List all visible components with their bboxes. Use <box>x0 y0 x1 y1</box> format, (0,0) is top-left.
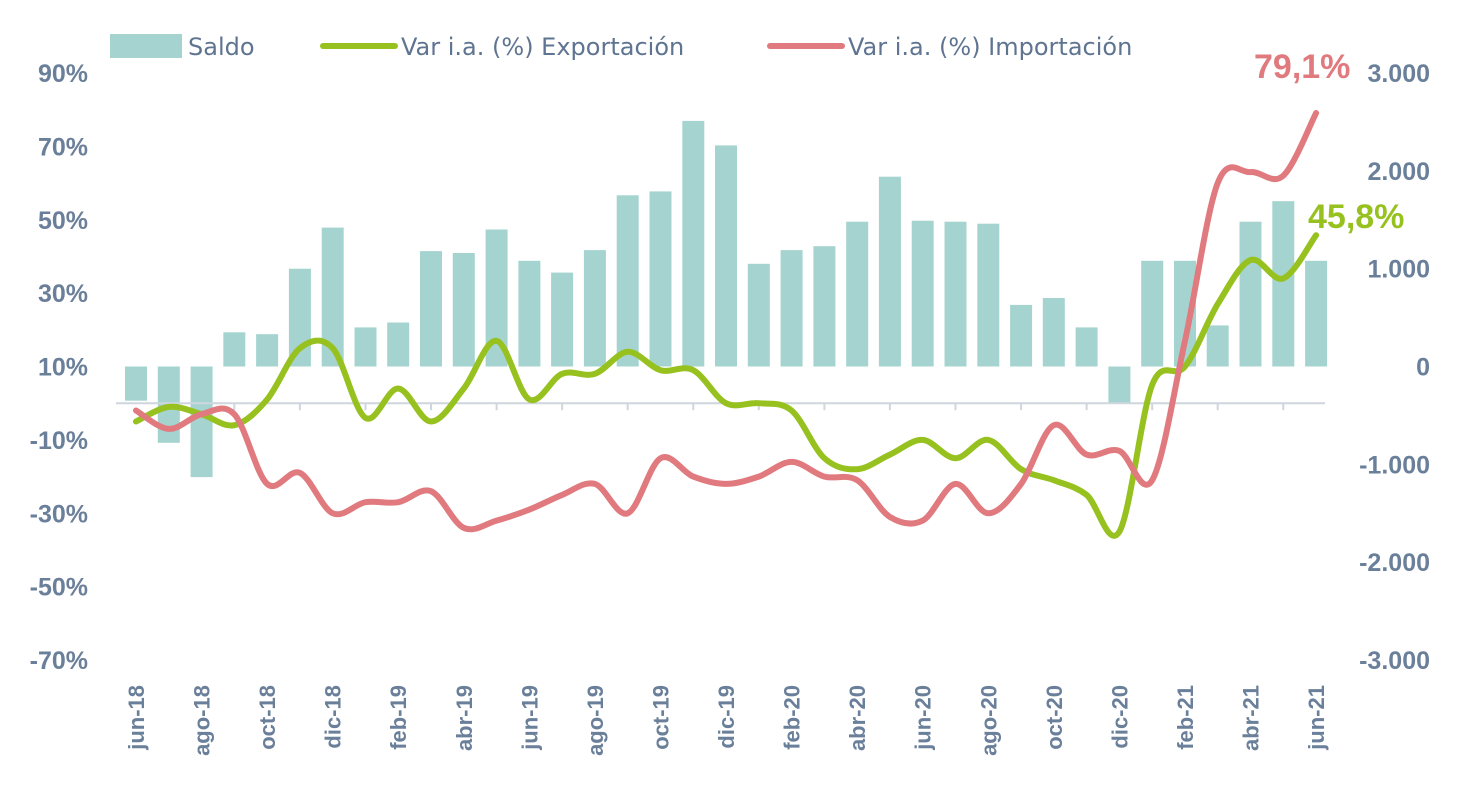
y-left-tick-label: 50% <box>38 207 88 235</box>
bar-saldo <box>715 145 737 367</box>
x-tick-label: jun-20 <box>911 685 936 751</box>
bar-saldo <box>190 366 213 478</box>
bar-saldo <box>1239 221 1262 367</box>
y-left-tick-label: -30% <box>30 500 88 528</box>
line-import <box>133 110 1320 533</box>
x-tick-label: abr-19 <box>452 685 477 751</box>
y-right-tick-label: 3.000 <box>1367 60 1430 88</box>
bar-saldo <box>1010 304 1033 367</box>
legend-swatch-saldo <box>110 34 182 58</box>
bar-saldo <box>649 191 672 367</box>
x-tick-label: oct-19 <box>649 685 674 750</box>
y-left-tick-label: -70% <box>30 647 88 675</box>
legend-label-import: Var i.a. (%) Importación <box>848 33 1132 61</box>
lines-layer <box>133 110 1320 539</box>
x-tick-label: abr-21 <box>1239 685 1264 751</box>
y-right-tick-label: -3.000 <box>1359 647 1430 675</box>
bar-saldo <box>911 220 934 367</box>
bar-saldo <box>780 250 803 367</box>
export-end-label: 45,8% <box>1308 198 1404 236</box>
x-tick-label: feb-21 <box>1173 685 1198 750</box>
x-tick-label: feb-19 <box>386 685 411 750</box>
y-left-tick-label: -50% <box>30 574 88 602</box>
bar-saldo <box>1075 327 1098 367</box>
x-tick-label: ago-20 <box>976 685 1001 756</box>
bar-saldo <box>125 366 147 401</box>
x-tick-label: oct-20 <box>1042 685 1067 750</box>
bar-saldo <box>1305 260 1328 367</box>
bar-saldo <box>1272 201 1295 367</box>
y-left-tick-label: 70% <box>38 133 88 161</box>
x-tick-label: feb-20 <box>780 685 805 750</box>
bar-saldo <box>1108 366 1131 403</box>
x-tick-label: ago-19 <box>583 685 608 756</box>
y-right-tick-label: -1.000 <box>1359 451 1430 479</box>
y-right-tick-label: 1.000 <box>1367 256 1430 284</box>
y-right-tick-label: 0 <box>1416 354 1430 382</box>
y-right-tick-label: 2.000 <box>1367 158 1430 186</box>
bar-saldo <box>977 223 1000 367</box>
legend-label-export: Var i.a. (%) Exportación <box>401 33 684 61</box>
x-tick-label: abr-20 <box>845 685 870 751</box>
bar-saldo <box>747 263 770 367</box>
y-left-tick-label: 30% <box>38 280 88 308</box>
x-tick-label: jun-18 <box>124 685 149 751</box>
bar-saldo <box>682 120 705 367</box>
x-tick-label: dic-19 <box>714 685 739 749</box>
import-end-label: 79,1% <box>1254 48 1350 86</box>
x-tick-label: dic-18 <box>321 685 346 749</box>
x-tick-label: ago-18 <box>190 685 215 756</box>
bars-layer <box>125 120 1328 478</box>
x-tick-label: jun-21 <box>1304 685 1329 751</box>
bar-saldo <box>1174 260 1196 367</box>
bar-saldo <box>583 250 606 367</box>
bar-saldo <box>387 322 410 367</box>
bar-saldo <box>485 229 508 367</box>
bar-saldo <box>452 253 475 367</box>
bar-saldo <box>1141 260 1164 367</box>
bar-saldo <box>223 332 246 367</box>
y-left-tick-label: -10% <box>30 427 88 455</box>
x-tick-label: dic-20 <box>1107 685 1132 749</box>
bar-saldo <box>354 327 377 367</box>
bar-saldo <box>518 260 541 367</box>
x-tick-label: jun-19 <box>517 685 542 751</box>
legend: Saldo Var i.a. (%) Exportación Var i.a. … <box>110 33 1132 61</box>
y-left-tick-label: 90% <box>38 60 88 88</box>
legend-label-saldo: Saldo <box>188 33 255 61</box>
x-tick-label: oct-18 <box>255 685 280 750</box>
bar-saldo <box>1042 298 1065 367</box>
bar-saldo <box>813 246 836 367</box>
bar-saldo <box>616 195 639 367</box>
bar-saldo <box>1206 325 1229 367</box>
y-right-tick-label: -2.000 <box>1359 549 1430 577</box>
y-left-tick-label: 10% <box>38 354 88 382</box>
line-export <box>133 232 1320 539</box>
bar-saldo <box>420 251 442 367</box>
bar-saldo <box>944 221 967 367</box>
bar-saldo <box>551 272 574 367</box>
bar-saldo <box>256 334 279 367</box>
bar-saldo <box>878 176 901 367</box>
ticks-layer: 90% 70% 50% 30% 10% -10% -30% -50% -70% 3.000 2.00… <box>30 60 1430 756</box>
axis-layer <box>116 402 1325 411</box>
bar-saldo <box>846 221 869 367</box>
bar-saldo <box>321 227 344 367</box>
